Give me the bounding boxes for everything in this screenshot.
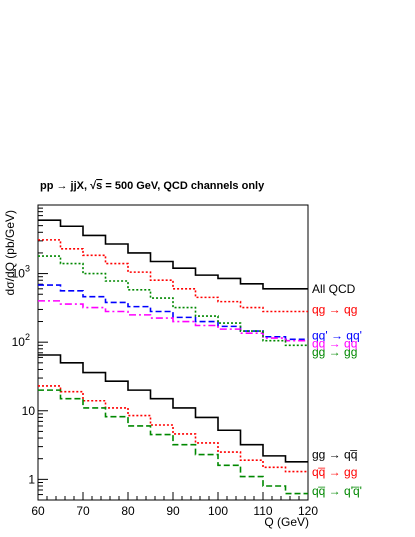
series-line-4 [38,255,308,347]
x-axis-label: Q (GeV) [264,515,309,529]
y-tick-label: 102 [12,332,30,349]
title-sqrt-arg: s [96,180,102,192]
series-line-5 [38,354,308,463]
series-label-2: qq' → qq' [312,329,362,343]
x-tick-label: 100 [208,504,228,518]
series-label-7: qq̅ → q'q̅' [312,484,362,498]
x-tick-label: 90 [166,504,180,518]
series-line-1 [38,239,308,313]
y-tick-label: 10 [22,404,36,418]
series-label-5: gg → qq̅ [312,448,358,462]
series-label-1: qg → qg [312,302,357,316]
series-label-3: qq → qq [312,337,357,351]
y-tick-label: 103 [12,264,30,281]
x-tick-label: 60 [31,504,45,518]
x-tick-label: 70 [76,504,90,518]
x-tick-label: 120 [298,504,318,518]
series-label-0: All QCD [312,282,356,296]
chart-title: pp → jjX, √s = 500 GeV, QCD channels onl… [40,180,265,192]
series-label-6: qq̅ → gg [312,465,357,479]
series-line-3 [38,300,308,342]
x-tick-label: 110 [253,504,272,518]
y-tick-label: 1 [28,472,35,486]
series-line-7 [38,389,308,495]
series-line-6 [38,385,308,473]
x-tick-label: 80 [121,504,135,518]
series-line-0 [38,219,308,290]
y-axis-label: dσ/dQ (pb/GeV) [3,210,17,295]
series-label-4: gg → gg [312,345,357,359]
